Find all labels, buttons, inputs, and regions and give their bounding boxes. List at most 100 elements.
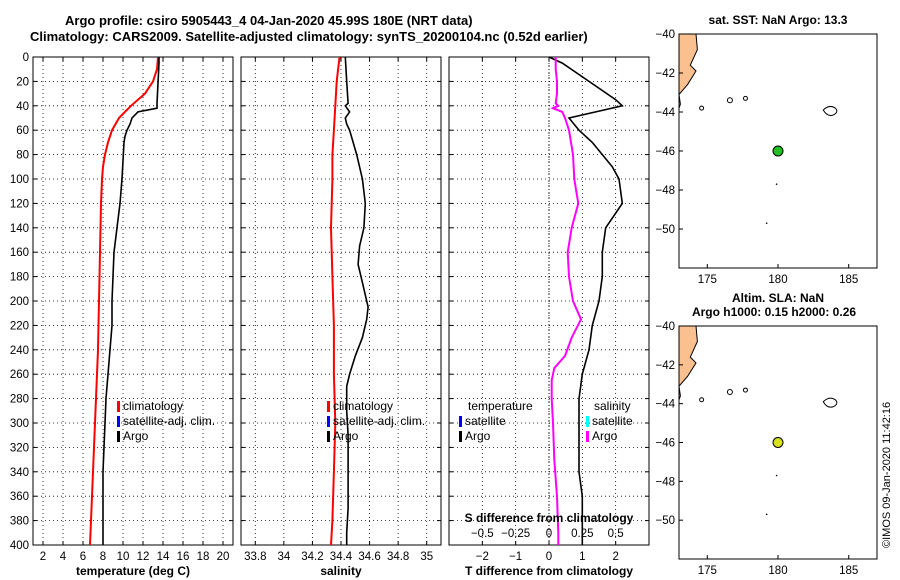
ytick-label-19: 380 [10,516,29,528]
panel-salinity-series-argo [344,56,369,545]
panel-differences-xtick-label-4: 2 [612,551,618,563]
diff-top-axis-label: S difference from climatology [465,511,634,525]
panel-salinity-xtick-label-2: 34.2 [301,551,323,563]
sst-map-ytick-label-2: −44 [655,107,675,119]
temp-legend-marker-0 [117,401,120,412]
sst-map-ytick-label-5: −50 [655,224,675,236]
panel-temperature-xtick-label-9: 20 [217,551,230,563]
diff-s-tick-label-1: −0.25 [501,528,530,540]
sla-map-float-marker [772,437,784,448]
sla-map-island-chatham [822,397,838,408]
diff-legend-right-label-1: Argo [592,429,618,443]
diff-legend-right-marker-0 [586,416,589,427]
panel-differences-xtick-label-0: −2 [476,551,489,563]
ytick-label-16: 320 [10,442,29,454]
panel-salinity-xtick-label-4: 34.6 [358,551,380,563]
sla-map-islet-5 [765,513,768,516]
panel-salinity-xtick-label-5: 34.8 [387,551,409,563]
panel-temperature-series-argo [102,57,160,545]
sla-map-ytick-label-0: −40 [655,321,675,333]
title-line-1: Argo profile: csiro 5905443_4 04-Jan-202… [65,13,473,28]
sst-map-title: sat. SST: NaN Argo: 13.3 [709,13,848,27]
ytick-label-20: 400 [10,540,29,552]
sal-legend-label-1: satellite-adj. clim. [333,414,425,428]
panel-salinity-xtick-label-3: 34.4 [330,551,353,563]
sla-map-xtick-label-1: 180 [768,565,787,577]
title-line-2: Climatology: CARS2009. Satellite-adjuste… [30,29,588,44]
watermark: ©IMOS 09-Jan-2020 11:42:16 [881,401,893,548]
panel-temperature-xtick-label-4: 10 [117,551,130,563]
sla-map-land [678,325,698,455]
diff-legend-left-label-0: satellite [465,414,506,428]
sst-map-islet-3 [699,105,705,111]
ytick-label-11: 220 [10,320,29,332]
panel-temperature-xtick-label-2: 6 [80,551,86,563]
ytick-label-17: 340 [10,467,29,479]
temp-legend-label-0: climatology [123,399,183,413]
panel-salinity-xtick-label-1: 34 [277,551,290,563]
sla-map-ytick-label-1: −42 [655,360,675,372]
panel-differences-xtick-label-3: 1 [579,551,585,563]
ytick-label-13: 260 [10,369,29,381]
sal-legend-label-2: Argo [333,429,359,443]
sst-map-islet-5 [765,222,768,224]
sst-map-islet-4 [775,183,778,185]
sst-map-ytick-label-4: −48 [655,185,675,197]
sst-map-islet-2 [742,95,748,101]
panel-differences-xtick-label-2: 0 [546,551,552,563]
diff-legend-left-marker-1 [459,431,462,442]
panel-temperature-xtick-label-7: 16 [177,551,190,563]
panel-salinity-xtick-label-0: 33.8 [244,551,266,563]
panel-temperature-xtick-label-6: 14 [157,551,170,563]
sla-map-islet-1 [726,389,733,396]
panel-differences-xlabel: T difference from climatology [465,564,633,578]
sla-map-islet-4 [775,474,778,477]
diff-legend-right-marker-1 [586,431,589,442]
ytick-label-1: 20 [16,76,29,88]
ytick-label-6: 120 [10,198,29,210]
ytick-label-5: 100 [10,174,29,186]
sal-legend-label-0: climatology [333,399,393,413]
diff-s-tick-label-3: 0.25 [571,528,593,540]
ytick-label-9: 180 [10,272,29,284]
panel-temperature-xtick-label-1: 4 [60,551,67,563]
diff-s-tick-label-2: 0 [546,528,552,540]
sst-map-xtick-label-1: 180 [768,274,787,286]
sla-map-ytick-label-2: −44 [655,399,675,411]
panel-differences-series-s-diff-argo [550,57,583,545]
sal-legend-marker-2 [327,431,330,442]
ytick-label-4: 80 [16,150,29,162]
sst-map-xtick-label-2: 185 [839,274,858,286]
ytick-label-3: 60 [16,125,29,137]
ytick-label-8: 160 [10,247,29,259]
diff-legend-right-label-0: satellite [592,414,633,428]
sst-map-ytick-label-0: −40 [655,29,675,41]
sla-map-title: Altim. SLA: NaN [732,291,824,305]
sal-legend-marker-1 [327,416,330,427]
ytick-label-12: 240 [10,345,29,357]
temp-legend-marker-1 [117,416,120,427]
sst-map-land [678,33,698,163]
panel-temperature-xtick-label-3: 8 [100,551,106,563]
sla-map-islet-2 [742,387,748,393]
sst-map-island-chatham [822,105,838,116]
sst-map-float-marker [772,145,784,157]
sst-map-ytick-label-1: −42 [655,68,675,80]
panel-temperature-xtick-label-8: 18 [197,551,210,563]
sla-map-xtick-label-0: 175 [698,565,717,577]
ytick-label-15: 300 [10,418,29,430]
diff-legend-right-title: salinity [594,399,631,413]
panel-salinity-series-climatology [329,56,341,546]
panel-temperature-xtick-label-0: 2 [40,551,46,563]
sla-map-ytick-label-5: −50 [655,515,675,527]
ytick-label-0: 0 [23,52,29,64]
ytick-label-2: 40 [16,101,29,113]
ytick-label-14: 280 [10,394,29,406]
ytick-label-7: 140 [10,223,29,235]
temp-legend-label-2: Argo [123,429,149,443]
panel-temperature-series-climatology [89,56,159,546]
ytick-label-18: 360 [10,491,29,503]
diff-legend-left-title: temperature [468,399,533,413]
panel-salinity-xlabel: salinity [320,564,362,578]
sla-map-subtitle: Argo h1000: 0.15 h2000: 0.26 [692,305,856,319]
